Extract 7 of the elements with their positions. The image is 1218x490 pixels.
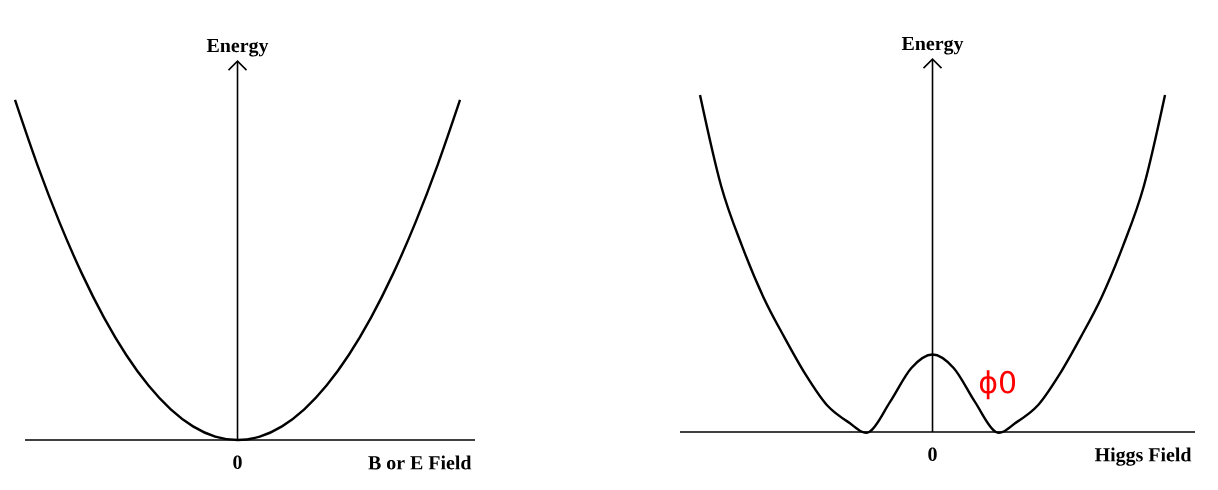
text: 0 xyxy=(928,447,937,461)
y-axis-title: Energy xyxy=(206,39,269,57)
text: 0 xyxy=(233,455,242,469)
annotation: ϕ0 xyxy=(979,370,1016,400)
y-axis-title: Energy xyxy=(901,37,964,55)
x-axis-title: Higgs Field xyxy=(1094,447,1192,466)
x-axis-title: B or E Field xyxy=(368,455,472,470)
